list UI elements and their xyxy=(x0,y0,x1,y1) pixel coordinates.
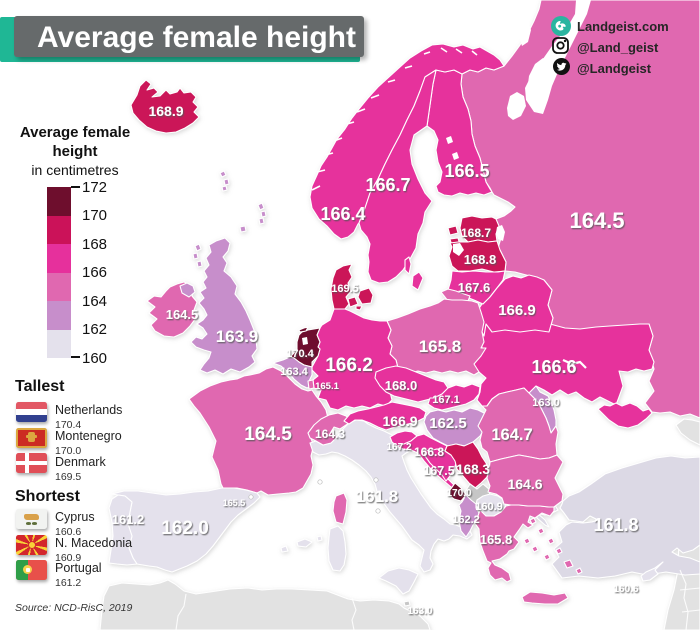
svg-text:166.4: 166.4 xyxy=(320,204,365,224)
svg-text:166.2: 166.2 xyxy=(325,355,373,376)
svg-text:166.5: 166.5 xyxy=(444,161,489,181)
svg-text:164.5: 164.5 xyxy=(569,208,624,233)
svg-text:165.8: 165.8 xyxy=(419,337,462,356)
svg-text:162.5: 162.5 xyxy=(429,415,467,432)
svg-text:168.3: 168.3 xyxy=(456,462,490,477)
svg-text:161.2: 161.2 xyxy=(112,512,145,527)
svg-text:170.4: 170.4 xyxy=(286,348,314,360)
svg-text:160.6: 160.6 xyxy=(613,584,638,595)
svg-text:163.0: 163.0 xyxy=(407,606,432,617)
svg-text:164.6: 164.6 xyxy=(507,476,542,492)
svg-text:162.0: 162.0 xyxy=(161,518,209,539)
svg-text:164.7: 164.7 xyxy=(491,426,532,444)
svg-text:160.9: 160.9 xyxy=(475,501,503,513)
svg-text:168.9: 168.9 xyxy=(148,103,183,119)
svg-text:163.9: 163.9 xyxy=(216,327,259,346)
svg-text:170.0: 170.0 xyxy=(446,488,471,499)
svg-text:167.6: 167.6 xyxy=(458,280,491,295)
svg-text:163.4: 163.4 xyxy=(280,366,308,378)
svg-text:167.2: 167.2 xyxy=(386,442,411,453)
svg-text:166.9: 166.9 xyxy=(382,413,417,429)
svg-text:167.5: 167.5 xyxy=(423,464,454,478)
svg-text:165.5: 165.5 xyxy=(223,498,246,508)
svg-text:164.3: 164.3 xyxy=(315,427,345,441)
svg-text:164.5: 164.5 xyxy=(166,307,199,322)
svg-text:161.8: 161.8 xyxy=(356,487,399,506)
svg-text:168.8: 168.8 xyxy=(464,252,497,267)
svg-text:166.8: 166.8 xyxy=(414,445,444,459)
svg-text:165.8: 165.8 xyxy=(480,532,513,547)
svg-text:168.0: 168.0 xyxy=(385,378,418,393)
svg-text:169.5: 169.5 xyxy=(331,283,359,295)
svg-text:168.7: 168.7 xyxy=(461,226,491,240)
svg-text:166.9: 166.9 xyxy=(498,302,536,319)
svg-text:162.2: 162.2 xyxy=(452,514,480,526)
svg-text:161.8: 161.8 xyxy=(593,515,638,535)
svg-text:165.1: 165.1 xyxy=(315,381,339,392)
svg-text:164.5: 164.5 xyxy=(244,424,292,445)
svg-text:166.6: 166.6 xyxy=(531,357,576,377)
svg-text:166.7: 166.7 xyxy=(365,175,410,195)
svg-text:163.0: 163.0 xyxy=(532,397,560,409)
svg-text:167.1: 167.1 xyxy=(432,394,460,406)
